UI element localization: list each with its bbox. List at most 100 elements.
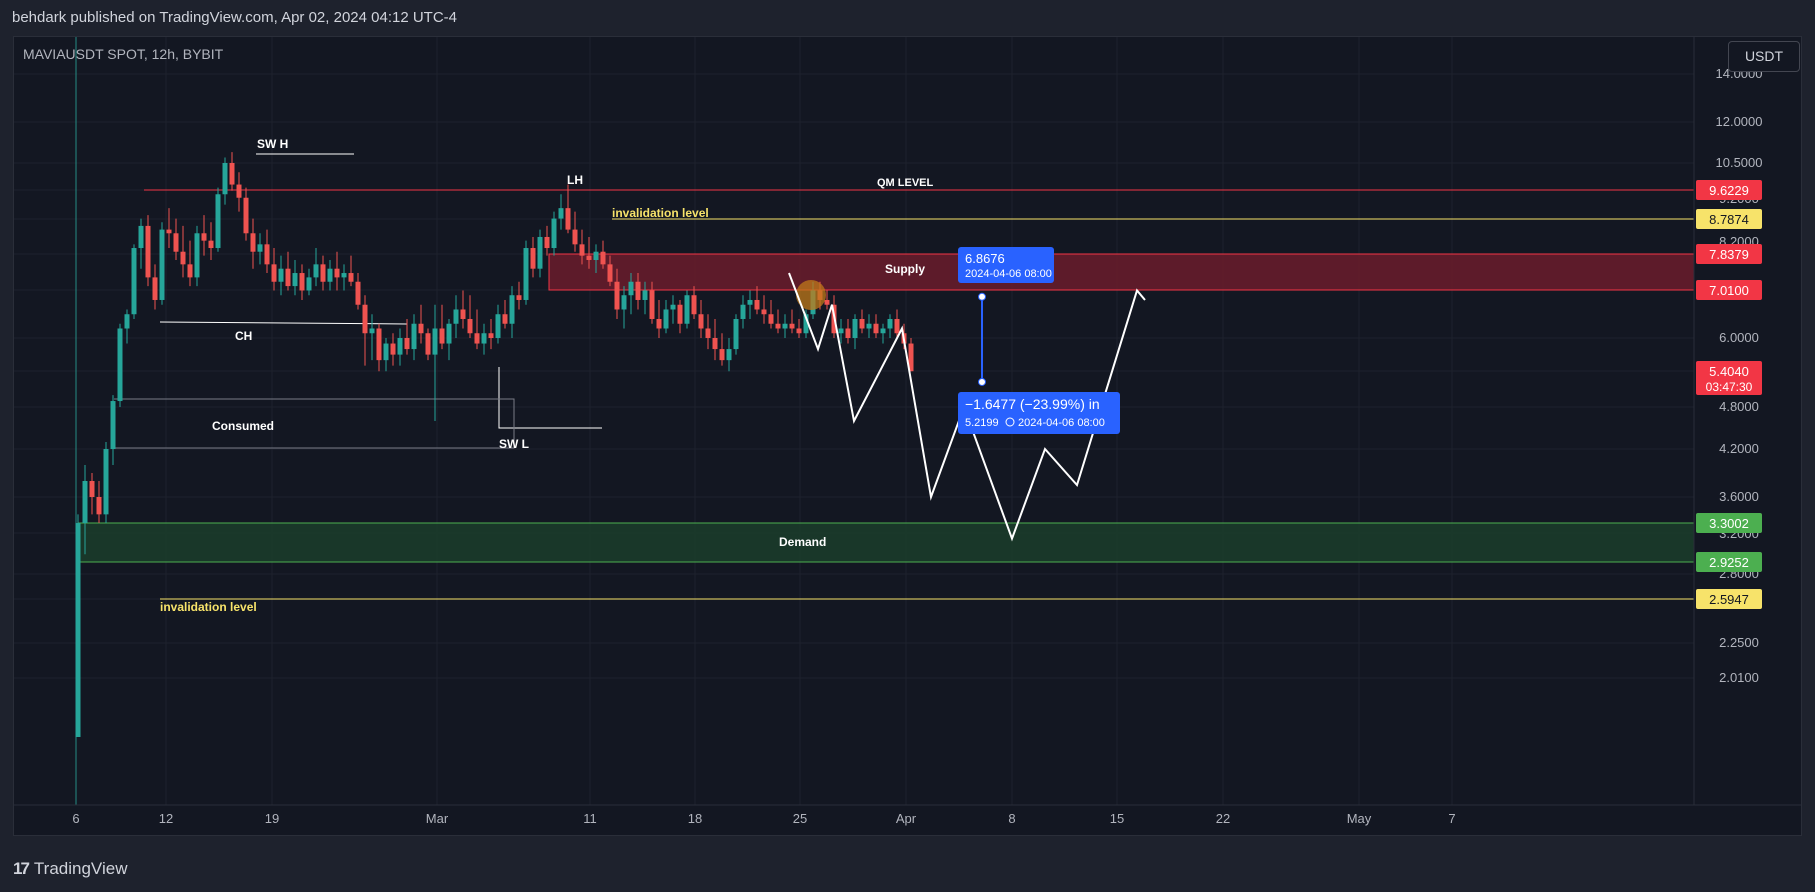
time-tick-label: 15 xyxy=(1110,811,1124,826)
price-tag-value: 7.8379 xyxy=(1709,247,1749,262)
price-tick-label: 10.5000 xyxy=(1716,155,1763,170)
label-invalidation-top: invalidation level xyxy=(612,206,709,220)
candle-body xyxy=(117,328,123,402)
footer: 17 TradingView xyxy=(0,848,1815,892)
tradingview-logo-icon: 17 xyxy=(13,859,30,878)
label-invalidation-bottom: invalidation level xyxy=(160,600,257,614)
price-tick-label: 4.8000 xyxy=(1719,399,1759,414)
candle-body xyxy=(803,314,809,334)
candle-body xyxy=(411,323,417,350)
price-tick-label: 2.2500 xyxy=(1719,635,1759,650)
candle-body xyxy=(712,338,718,350)
candle-body xyxy=(453,309,459,324)
price-tag xyxy=(1696,209,1762,229)
candle-body xyxy=(768,314,774,324)
candle-body xyxy=(418,323,424,334)
clock-icon xyxy=(1005,417,1015,427)
chart-area[interactable]: 6.8676 2024-04-06 08:00 −1.6477 (−23.99%) … xyxy=(13,36,1802,836)
time-tick-label: Apr xyxy=(896,811,917,826)
candle-body xyxy=(607,264,613,282)
candle-body xyxy=(852,318,858,338)
candle-body xyxy=(460,309,466,319)
price-tag-value: 3.3002 xyxy=(1709,516,1749,531)
candle-body xyxy=(733,318,739,350)
time-tick-label: May xyxy=(1347,811,1372,826)
candle-body xyxy=(572,229,578,245)
candle-body xyxy=(677,304,683,324)
candle-body xyxy=(362,304,368,334)
candle-body xyxy=(320,264,326,282)
candle-body xyxy=(789,323,795,329)
candle-body xyxy=(565,208,571,230)
measure-end-time: 2024-04-06 08:00 xyxy=(1018,417,1105,429)
time-tick-label: 19 xyxy=(265,811,279,826)
currency-button[interactable]: USDT xyxy=(1728,41,1800,72)
price-tag xyxy=(1696,513,1762,533)
candle-body xyxy=(600,251,606,265)
candle-body xyxy=(432,328,438,355)
price-tick-label: 6.0000 xyxy=(1719,330,1759,345)
candle-body xyxy=(271,264,277,282)
candle-body xyxy=(292,273,298,287)
time-axis-bg xyxy=(14,805,1801,835)
ch-line xyxy=(159,321,408,325)
tradingview-logo[interactable]: 17 TradingView xyxy=(13,859,127,879)
candle-body xyxy=(705,328,711,338)
candle-body xyxy=(537,236,543,269)
candle-body xyxy=(691,295,697,315)
candle-body xyxy=(278,268,284,282)
candle-body xyxy=(838,328,844,334)
candle-body xyxy=(614,281,620,310)
measure-change: −1.6477 (−23.99%) in xyxy=(965,396,1100,412)
candle-body xyxy=(467,318,473,334)
candle-body xyxy=(327,268,333,282)
price-tag xyxy=(1696,552,1762,572)
candle-body xyxy=(859,318,865,329)
candle-body xyxy=(593,251,599,260)
price-chart[interactable]: 6.8676 2024-04-06 08:00 −1.6477 (−23.99%) … xyxy=(14,37,1802,836)
candle-body xyxy=(299,273,305,291)
price-tag xyxy=(1696,280,1762,300)
candle-body xyxy=(152,277,158,300)
price-tick-label: 2.0100 xyxy=(1719,670,1759,685)
candle-body xyxy=(488,333,494,338)
candle-body xyxy=(670,304,676,310)
candle-body xyxy=(376,328,382,361)
candle-body xyxy=(110,401,116,449)
candle-body xyxy=(173,233,179,252)
supply-zone xyxy=(548,253,1695,291)
candle-body xyxy=(75,523,81,737)
candle-body xyxy=(474,333,480,344)
candle-body xyxy=(89,481,95,497)
highlight-circle xyxy=(796,280,826,310)
measure-result-box xyxy=(958,392,1120,434)
candle-body xyxy=(348,273,354,282)
label-supply: Supply xyxy=(885,262,925,276)
publisher-line: behdark published on TradingView.com, Ap… xyxy=(12,9,458,26)
price-tag-value: 2.9252 xyxy=(1709,555,1749,570)
candle-body xyxy=(138,225,144,249)
candle-body xyxy=(894,318,900,334)
time-tick-label: 11 xyxy=(583,811,597,826)
candle-body xyxy=(866,323,872,329)
candle-body xyxy=(236,184,242,198)
measure-start-point xyxy=(978,292,986,301)
time-tick-label: 12 xyxy=(159,811,173,826)
time-tick-label: 6 xyxy=(72,811,79,826)
price-tag-countdown: 03:47:30 xyxy=(1706,380,1753,394)
candle-body xyxy=(341,273,347,278)
time-tick-label: 18 xyxy=(688,811,702,826)
candle-body xyxy=(369,328,375,334)
candle-body xyxy=(740,304,746,319)
candle-body xyxy=(397,338,403,355)
candle-body xyxy=(264,244,270,265)
candle-body xyxy=(642,290,648,300)
candle-body xyxy=(873,323,879,334)
candle-body xyxy=(544,236,550,249)
candle-body xyxy=(243,197,249,234)
time-tick-label: 22 xyxy=(1216,811,1230,826)
candle-body xyxy=(635,281,641,300)
candle-body xyxy=(159,229,165,300)
candle-body xyxy=(796,328,802,334)
symbol-info: MAVIAUSDT SPOT, 12h, BYBIT xyxy=(23,46,224,62)
